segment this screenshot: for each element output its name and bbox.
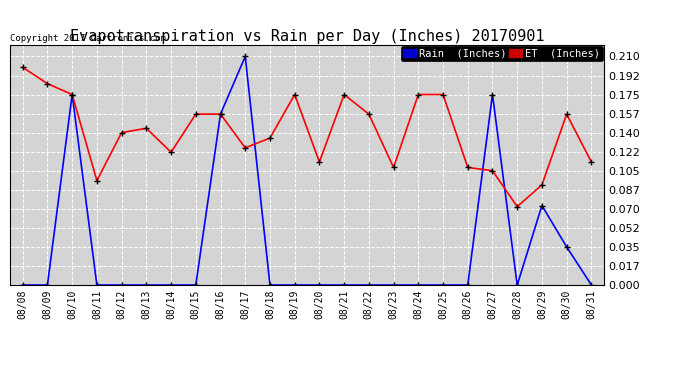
Title: Evapotranspiration vs Rain per Day (Inches) 20170901: Evapotranspiration vs Rain per Day (Inch…: [70, 29, 544, 44]
Text: Copyright 2017 Cartronics.com: Copyright 2017 Cartronics.com: [10, 34, 166, 43]
Legend: Rain  (Inches), ET  (Inches): Rain (Inches), ET (Inches): [401, 46, 602, 61]
